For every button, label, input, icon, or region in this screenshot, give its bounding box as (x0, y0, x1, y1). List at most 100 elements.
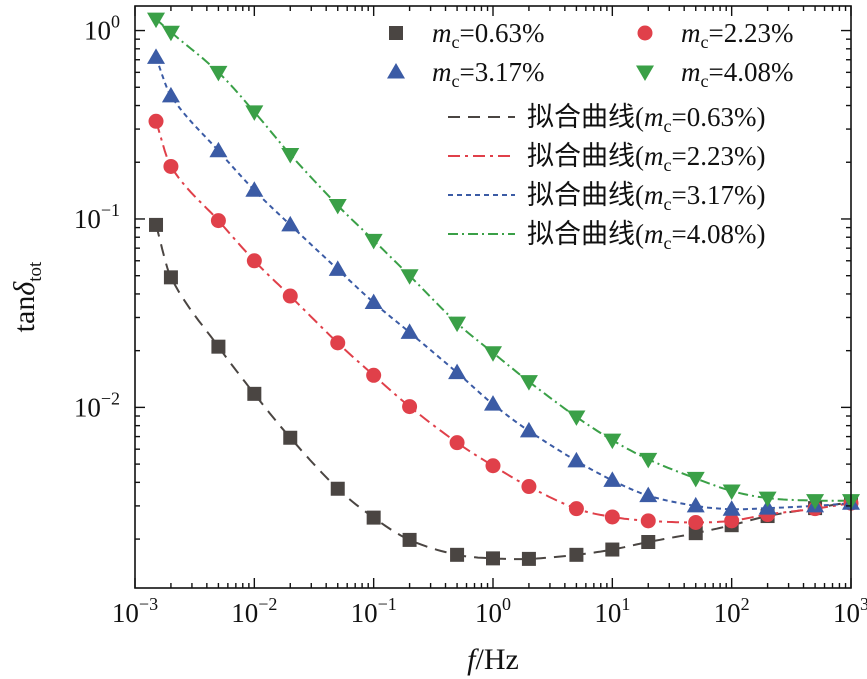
data-point-s3 (364, 293, 383, 310)
legend-marker-2 (637, 25, 653, 41)
x-tick-label-exp: 1 (621, 594, 630, 614)
data-point-s1 (247, 386, 262, 401)
y-axis-label-base: tan (8, 296, 41, 333)
x-tick-label-exp: −3 (139, 594, 158, 614)
y-axis-label-sub: tot (25, 261, 46, 282)
data-point-s3 (400, 323, 419, 339)
y-tick-label-base: 10 (74, 392, 101, 422)
legend-fit-label-2-value: =2.23%) (672, 141, 766, 171)
legend-fit-label-2-var: m (644, 141, 664, 171)
x-tick-label: 101 (594, 594, 630, 628)
y-axis-label: tanδtot (8, 261, 46, 332)
x-tick-label-base: 10 (112, 598, 139, 628)
plot-background (135, 6, 851, 588)
data-point-s2 (449, 435, 465, 451)
y-tick-label-exp: 0 (111, 12, 120, 32)
legend-fit-label-2: 拟合曲线(mc=2.23%) (527, 141, 765, 175)
data-point-s3 (603, 471, 622, 487)
x-tick-label: 10−1 (351, 594, 397, 628)
data-point-s4 (328, 198, 347, 215)
data-point-s1 (688, 526, 703, 541)
legend-fit-label-1-var: m (644, 102, 664, 132)
data-point-s4 (161, 25, 180, 42)
data-point-s3 (209, 141, 228, 158)
data-point-s1 (486, 551, 500, 566)
legend-label-3-var: m (432, 57, 452, 87)
data-point-s3 (567, 451, 586, 468)
x-tick-label-base: 10 (594, 598, 621, 628)
x-tick-label: 103 (833, 594, 867, 628)
legend-label-4-sub: c (701, 71, 709, 91)
y-tick-label-exp: −2 (101, 388, 120, 408)
data-point-s4 (364, 233, 383, 250)
legend-fit-label-2-sub: c (664, 155, 672, 175)
data-point-s1 (450, 547, 465, 562)
data-point-s2 (640, 513, 656, 529)
legend-fit-label-2-prefix: 拟合曲线( (527, 141, 644, 171)
legend-fit-label-3-var: m (644, 180, 664, 210)
x-tick-label-base: 10 (351, 598, 378, 628)
data-point-s4 (484, 346, 502, 362)
data-point-s4 (806, 494, 825, 510)
legend-fit-label-4: 拟合曲线(mc=4.08%) (527, 219, 765, 253)
legend-label-4: mc=4.08% (681, 57, 793, 91)
data-point-s1 (641, 534, 656, 549)
x-tick-label-base: 10 (475, 598, 502, 628)
legend-fit-label-4-value: =4.08%) (672, 219, 766, 249)
data-point-s4 (281, 147, 300, 164)
data-point-s2 (282, 288, 298, 304)
x-tick-label-exp: 2 (741, 594, 750, 614)
data-point-s4 (567, 410, 586, 426)
x-tick-label-exp: −1 (378, 594, 397, 614)
legend-label-4-var: m (681, 57, 701, 87)
data-point-s4 (519, 375, 538, 391)
legend-fit-label-3-prefix: 拟合曲线( (527, 180, 644, 210)
legend-fit-label-1: 拟合曲线(mc=0.63%) (527, 102, 765, 136)
data-point-s2 (366, 367, 382, 383)
x-tick-label-base: 10 (231, 598, 258, 628)
x-tick-label-exp: −2 (258, 594, 277, 614)
data-point-s4 (147, 12, 166, 29)
data-point-s4 (209, 65, 228, 82)
data-point-s3 (722, 500, 741, 516)
data-point-s2 (568, 501, 584, 517)
data-point-s4 (400, 269, 419, 285)
data-point-s1 (402, 532, 417, 547)
data-point-s1 (211, 339, 226, 354)
x-tick-label-exp: 0 (502, 594, 511, 614)
data-point-s2 (485, 458, 501, 474)
x-tick-label: 100 (475, 594, 511, 628)
data-point-s1 (366, 510, 381, 525)
legend-label-3-sub: c (452, 71, 460, 91)
data-point-s4 (245, 105, 264, 121)
data-point-s3 (484, 395, 502, 411)
legend-fit-label-4-sub: c (664, 233, 672, 253)
data-point-s2 (163, 158, 179, 174)
x-tick-label-exp: 3 (860, 594, 867, 614)
data-point-s2 (402, 399, 418, 415)
data-point-s2 (330, 335, 346, 351)
data-point-s4 (639, 452, 658, 469)
data-point-s2 (148, 113, 164, 129)
legend-label-2-value: =2.23% (709, 18, 794, 48)
x-axis-label-unit: /Hz (476, 643, 519, 676)
legend-label-1-var: m (432, 18, 452, 48)
data-point-s2 (521, 479, 537, 495)
legend-label-4-value: =4.08% (709, 57, 794, 87)
data-point-s3 (639, 486, 658, 503)
legend-label-1-value: =0.63% (460, 18, 545, 48)
legend-fit-label-1-prefix: 拟合曲线( (527, 102, 644, 132)
legend-label-2: mc=2.23% (681, 18, 793, 52)
legend-label-1-sub: c (452, 32, 460, 52)
y-tick-label-exp: −1 (101, 200, 120, 220)
legend-label-3: mc=3.17% (432, 57, 544, 91)
legend-fit-label-3: 拟合曲线(mc=3.17%) (527, 180, 765, 214)
legend-label-3-value: =3.17% (460, 57, 545, 87)
y-tick-label-base: 10 (84, 16, 111, 46)
data-point-s4 (686, 471, 705, 488)
data-points-layer (147, 12, 860, 566)
data-point-s3 (328, 260, 347, 276)
data-point-s3 (519, 421, 538, 438)
